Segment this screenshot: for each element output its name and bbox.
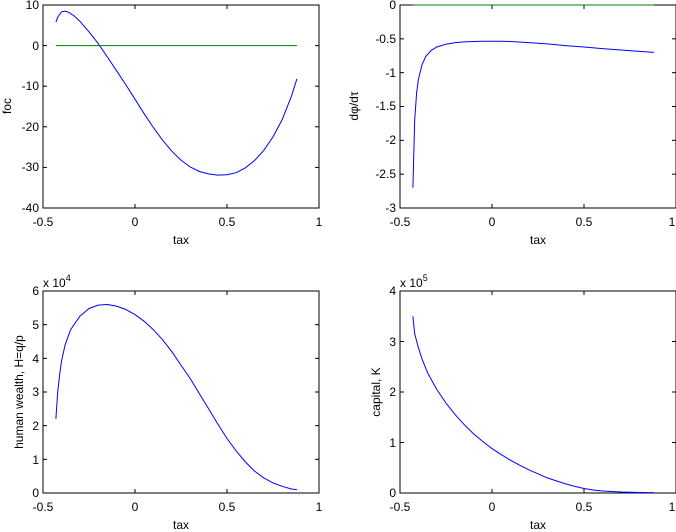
y-axis-label: foc <box>0 98 14 114</box>
x-tick-label: 0.5 <box>219 500 236 514</box>
y-tick-label: -2.5 <box>375 167 396 181</box>
y-tick-label: -1.5 <box>375 99 396 113</box>
x-tick-label: -0.5 <box>390 215 411 229</box>
y-tick-label: -30 <box>22 160 40 174</box>
y-tick-label: 5 <box>32 318 39 332</box>
y-tick-label: -40 <box>22 201 40 215</box>
y-scale-base: x 10 <box>43 276 66 290</box>
y-axis-label: capital, K <box>369 367 383 416</box>
y-tick-label: 0 <box>389 486 396 500</box>
y-scale-exponent: 5 <box>423 273 428 283</box>
x-tick-label: 1 <box>669 215 676 229</box>
x-tick-label: 0 <box>132 215 139 229</box>
y-axis-label: dφ/dτ <box>347 91 361 120</box>
y-tick-label: 6 <box>32 284 39 298</box>
plot-capital: x 105 -0.5 0 0.5 1 0 1 2 3 4 tax capital… <box>369 273 676 532</box>
y-scale-label: x 104 <box>43 273 71 290</box>
x-tick-label: 0.5 <box>219 215 236 229</box>
y-tick-label: -20 <box>22 120 40 134</box>
x-tick-label: -0.5 <box>390 500 411 514</box>
x-axis-label: tax <box>530 233 546 247</box>
x-tick-label: 1 <box>316 500 323 514</box>
y-axis-label: human wealth, H=q/p <box>12 335 26 449</box>
x-tick-label: 0 <box>489 500 496 514</box>
x-tick-label: 0.5 <box>576 215 593 229</box>
series-line-1 <box>412 40 654 188</box>
x-axis-label: tax <box>530 518 546 532</box>
tick-marks <box>399 290 676 494</box>
axes-box <box>399 290 676 494</box>
y-tick-label: 2 <box>389 385 396 399</box>
plot-foc: -0.5 0 0.5 1 -40 -30 -20 -10 0 10 tax fo… <box>0 0 323 247</box>
x-tick-label: 0 <box>132 500 139 514</box>
y-tick-label: 1 <box>389 436 396 450</box>
series-group <box>55 10 298 176</box>
y-tick-label: 0 <box>32 39 39 53</box>
y-tick-label: -10 <box>22 79 40 93</box>
x-tick-label: 1 <box>316 215 323 229</box>
series-group <box>412 316 654 494</box>
axes-box <box>399 4 676 209</box>
axes-box <box>42 4 320 209</box>
y-tick-label: 2 <box>32 419 39 433</box>
x-axis-label: tax <box>173 518 189 532</box>
y-tick-label: 0 <box>389 0 396 12</box>
plot-human-wealth: x 104 -0.5 0 0.5 1 0 1 2 3 4 5 6 tax hum… <box>12 273 323 532</box>
x-tick-label: 0.5 <box>576 500 593 514</box>
x-tick-label: 0 <box>489 215 496 229</box>
series-line-1 <box>55 10 298 176</box>
series-group <box>55 303 297 491</box>
y-scale-base: x 10 <box>400 276 423 290</box>
series-group <box>412 4 654 188</box>
y-tick-label: 1 <box>32 453 39 467</box>
y-tick-label: -0.5 <box>375 32 396 46</box>
x-tick-label: 1 <box>669 500 676 514</box>
y-tick-label: 3 <box>389 335 396 349</box>
y-tick-label: 3 <box>32 385 39 399</box>
axes-box <box>42 290 320 494</box>
series-line-1 <box>55 303 297 491</box>
y-tick-label: 0 <box>32 486 39 500</box>
y-tick-label: 4 <box>389 284 396 298</box>
y-tick-label: 4 <box>32 352 39 366</box>
y-tick-label: -3 <box>385 201 396 215</box>
series-line-1 <box>412 316 654 494</box>
y-tick-label: -1 <box>385 66 396 80</box>
tick-marks <box>42 290 320 494</box>
y-scale-label: x 105 <box>400 273 428 290</box>
x-tick-label: -0.5 <box>33 215 54 229</box>
x-tick-label: -0.5 <box>33 500 54 514</box>
tick-marks <box>399 4 676 209</box>
plot-dphi-dtau: -0.5 0 0.5 1 -3 -2.5 -2 -1.5 -1 -0.5 0 t… <box>347 0 676 247</box>
x-axis-label: tax <box>173 233 189 247</box>
y-scale-exponent: 4 <box>66 273 71 283</box>
tick-marks <box>42 4 320 209</box>
y-tick-label: -2 <box>385 133 396 147</box>
y-tick-label: 10 <box>26 0 40 12</box>
